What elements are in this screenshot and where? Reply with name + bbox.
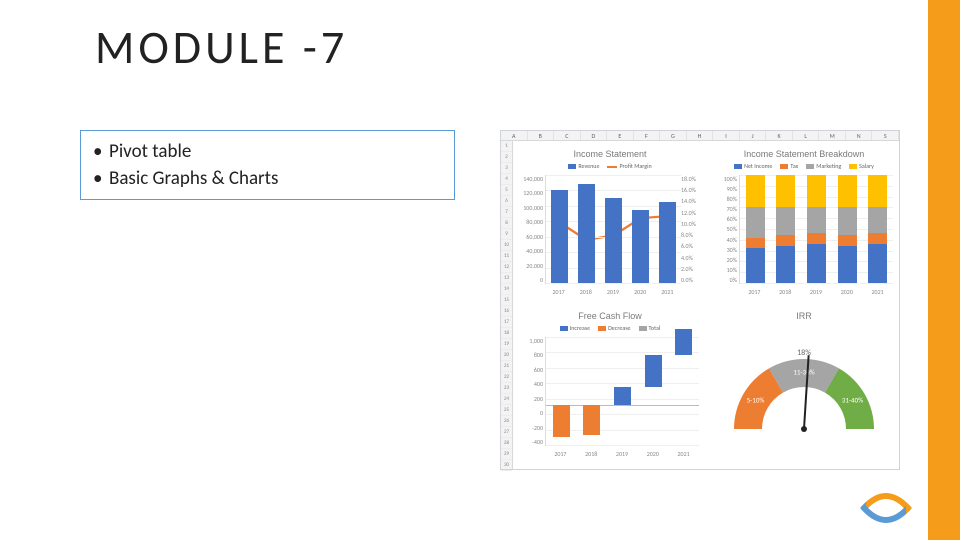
brand-logo-icon [860,488,912,528]
bullet-item: Pivot table [91,139,444,166]
svg-text:5-10%: 5-10% [747,396,765,405]
bullet-item: Basic Graphs & Charts [91,166,444,193]
chart-income-statement: Income Statement Revenue Profit Margin 1… [517,145,703,300]
charts-area: Income Statement Revenue Profit Margin 1… [513,141,899,469]
svg-text:31-40%: 31-40% [842,396,863,405]
chart-plot [739,175,893,284]
slide-title: MODULE -7 [95,20,348,76]
excel-row-numbers: 1234567891011121314151617181920212223242… [501,141,513,469]
y-axis: 1,0008006004002000-200-400 [517,337,545,446]
chart-free-cash-flow: Free Cash Flow IncreaseDecreaseTotal 1,0… [517,307,703,462]
bullets-box: Pivot table Basic Graphs & Charts [80,130,455,200]
chart-title: Free Cash Flow [517,311,703,321]
chart-title: Income Statement Breakdown [711,149,897,159]
chart-title: IRR [711,311,897,321]
bullet-list: Pivot table Basic Graphs & Charts [91,139,444,192]
x-axis: 20172018201920202021 [545,288,681,296]
chart-legend: Revenue Profit Margin [517,162,703,170]
chart-plot [545,175,681,284]
excel-column-headers: ABCDEFGHIJKLMNS [501,131,899,141]
svg-text:11-30%: 11-30% [793,368,814,377]
excel-screenshot: ABCDEFGHIJKLMNS 123456789101112131415161… [500,130,900,470]
chart-legend: Net IncomeTaxMarketingSalary [711,162,897,170]
gauge-svg: 5-10% 11-30% 31-40% 18% [724,339,884,444]
chart-breakdown: Income Statement Breakdown Net IncomeTax… [711,145,897,300]
y-axis: 100%90%80%70%60%50%40%30%20%10%0% [711,175,739,284]
accent-bar [928,0,960,540]
svg-text:18%: 18% [797,348,811,358]
chart-title: Income Statement [517,149,703,159]
y-axis-right: 18.0%16.0%14.0%12.0%10.0%8.0%6.0%4.0%2.0… [681,175,703,284]
x-axis: 20172018201920202021 [739,288,893,296]
y-axis: 140,000120,000100,00080,00060,00040,0002… [517,175,545,284]
x-axis: 20172018201920202021 [545,450,699,458]
chart-plot [545,337,699,446]
chart-irr-gauge: IRR 5-10% 11-30% 31-40% 18% [711,307,897,462]
